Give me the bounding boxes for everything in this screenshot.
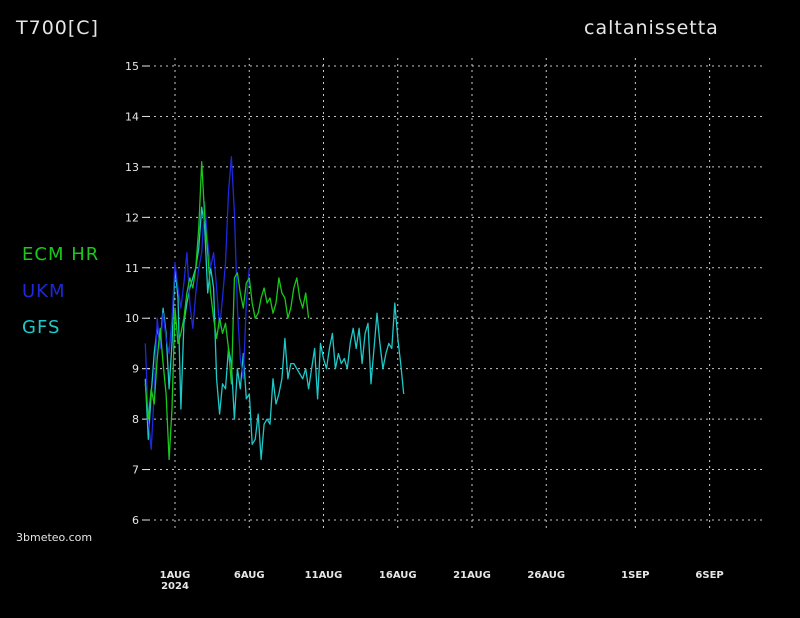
x-tick-label: 21AUG [453,570,491,581]
y-tick-label: 13 [125,161,139,174]
y-tick-label: 14 [125,110,139,123]
y-tick-label: 8 [132,413,139,426]
location-title: caltanissetta [584,17,719,39]
x-tick-label: 6AUG [234,570,265,581]
y-tick-label: 7 [132,464,139,477]
series-line-gfs [144,206,405,461]
y-tick-label: 9 [132,363,139,376]
series-layer [144,156,405,461]
series-line-ukm [144,156,250,451]
site-credit: 3bmeteo.com [16,531,93,544]
x-tick-label: 11AUG [305,570,343,581]
x-tick-label: 16AUG [379,570,417,581]
x-tick-label: 6SEP [695,570,723,581]
x-tick-label: 1SEP [621,570,649,581]
y-tick-label: 15 [125,60,139,73]
x-tick-year-label: 2024 [161,581,189,592]
legend-ecm-hr: ECM HR [22,244,100,265]
legend-gfs: GFS [22,317,61,338]
y-tick-label: 10 [125,312,139,325]
chart-title: T700[C] [16,17,99,39]
series-line-ecm-hr [144,161,310,461]
y-tick-label: 12 [125,211,139,224]
x-tick-label: 1AUG [160,570,191,581]
y-tick-label: 6 [132,514,139,527]
x-tick-label: 26AUG [527,570,565,581]
y-tick-label: 11 [125,262,139,275]
legend-ukm: UKM [22,281,66,302]
